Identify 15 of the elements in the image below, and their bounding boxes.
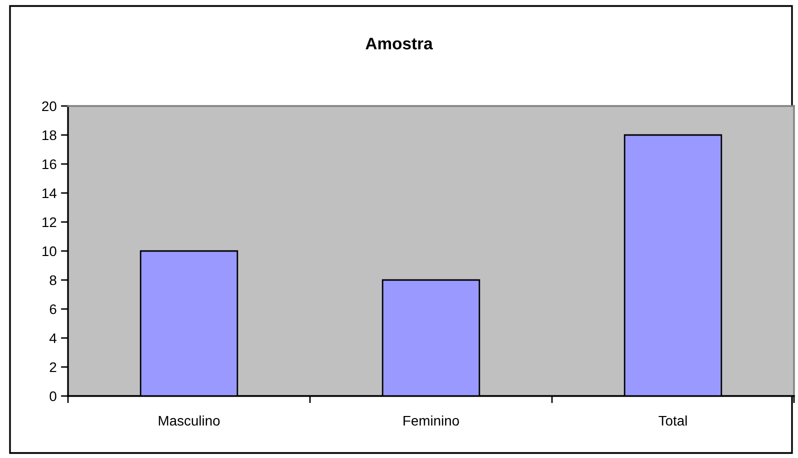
- y-tick-label: 4: [49, 333, 56, 344]
- y-tick-label: 18: [42, 130, 56, 140]
- x-tick-label: Total: [658, 415, 687, 426]
- y-tick-label: 20: [42, 101, 56, 112]
- y-tick-label: 8: [50, 275, 56, 286]
- y-tick-label: 10: [42, 246, 56, 256]
- y-tick-label: 0: [50, 391, 56, 402]
- y-tick-label: 6: [50, 304, 56, 314]
- x-tick-label: Masculino: [158, 415, 220, 426]
- y-tick-label: 2: [50, 362, 56, 372]
- y-tick-label: 12: [42, 217, 56, 228]
- chart-title: Amostra: [366, 38, 433, 50]
- y-tick-label: 16: [42, 159, 56, 170]
- x-tick-label: Feminino: [404, 415, 459, 426]
- y-tick-label: 14: [42, 188, 56, 198]
